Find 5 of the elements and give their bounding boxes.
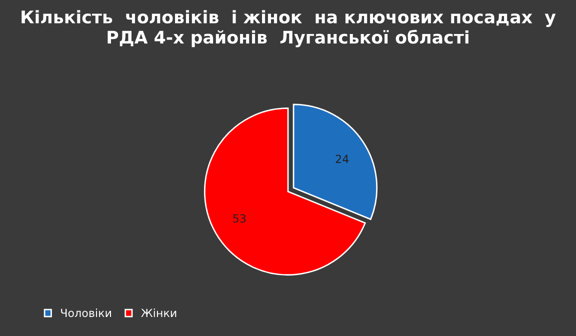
chart-title: Кількість чоловіків і жінок на ключових посадах у РДА 4-х районів Луганської області (22, 10, 556, 48)
legend-label: Жінки (141, 308, 176, 317)
data-label: 24 (336, 154, 349, 163)
data-label: 53 (233, 214, 246, 223)
legend-label: Чоловіки (61, 308, 111, 318)
